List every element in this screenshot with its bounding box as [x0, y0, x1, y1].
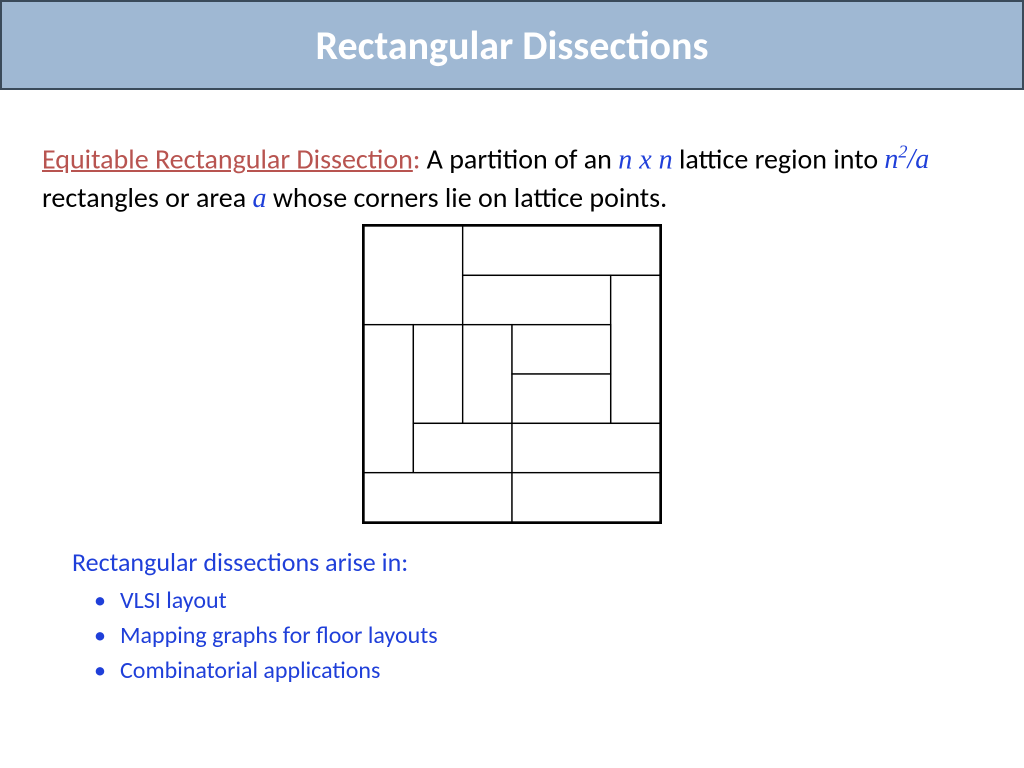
math-slash-a: /a [908, 144, 930, 175]
slide-title: Rectangular Dissections [316, 21, 709, 70]
dissection-rect [512, 325, 611, 374]
app-item-0: VLSI layout [120, 584, 982, 619]
math-n: n [884, 144, 898, 175]
applications-list: VLSI layout Mapping graphs for floor lay… [72, 584, 982, 688]
slide: Rectangular Dissections Equitable Rectan… [0, 0, 1024, 768]
math-n-x-n: n x n [618, 144, 672, 175]
dissection-rect [512, 423, 660, 472]
applications-section: Rectangular dissections arise in: VLSI l… [42, 546, 982, 688]
def-text-2: lattice region into [673, 141, 885, 176]
dissection-rect [512, 473, 660, 522]
dissection-rect [364, 226, 463, 325]
math-sup-2: 2 [898, 142, 907, 162]
definition-term: Equitable Rectangular Dissection [42, 141, 413, 176]
dissection-rect [413, 423, 512, 472]
app-item-1: Mapping graphs for floor layouts [120, 619, 982, 654]
applications-heading: Rectangular dissections arise in: [72, 546, 982, 578]
dissection-rect [364, 325, 413, 473]
dissection-rect [611, 275, 660, 423]
dissection-rect [413, 325, 462, 424]
dissection-rect [364, 473, 512, 522]
definition-paragraph: Equitable Rectangular Dissection: A part… [42, 140, 982, 218]
diagram-container [42, 224, 982, 524]
dissection-rect [463, 275, 611, 324]
dissection-rect [463, 226, 660, 275]
def-text-1: A partition of an [420, 141, 618, 176]
def-text-4: whose corners lie on lattice points. [266, 180, 667, 215]
math-a: a [252, 183, 266, 214]
dissection-rect [463, 325, 512, 424]
app-item-2: Combinatorial applications [120, 654, 982, 689]
math-n2a: n2/a [884, 144, 929, 175]
title-bar: Rectangular Dissections [0, 0, 1024, 90]
def-text-3: rectangles or area [42, 180, 252, 215]
body-area: Equitable Rectangular Dissection: A part… [0, 90, 1024, 688]
dissection-diagram [362, 224, 662, 524]
dissection-rect [512, 374, 611, 423]
